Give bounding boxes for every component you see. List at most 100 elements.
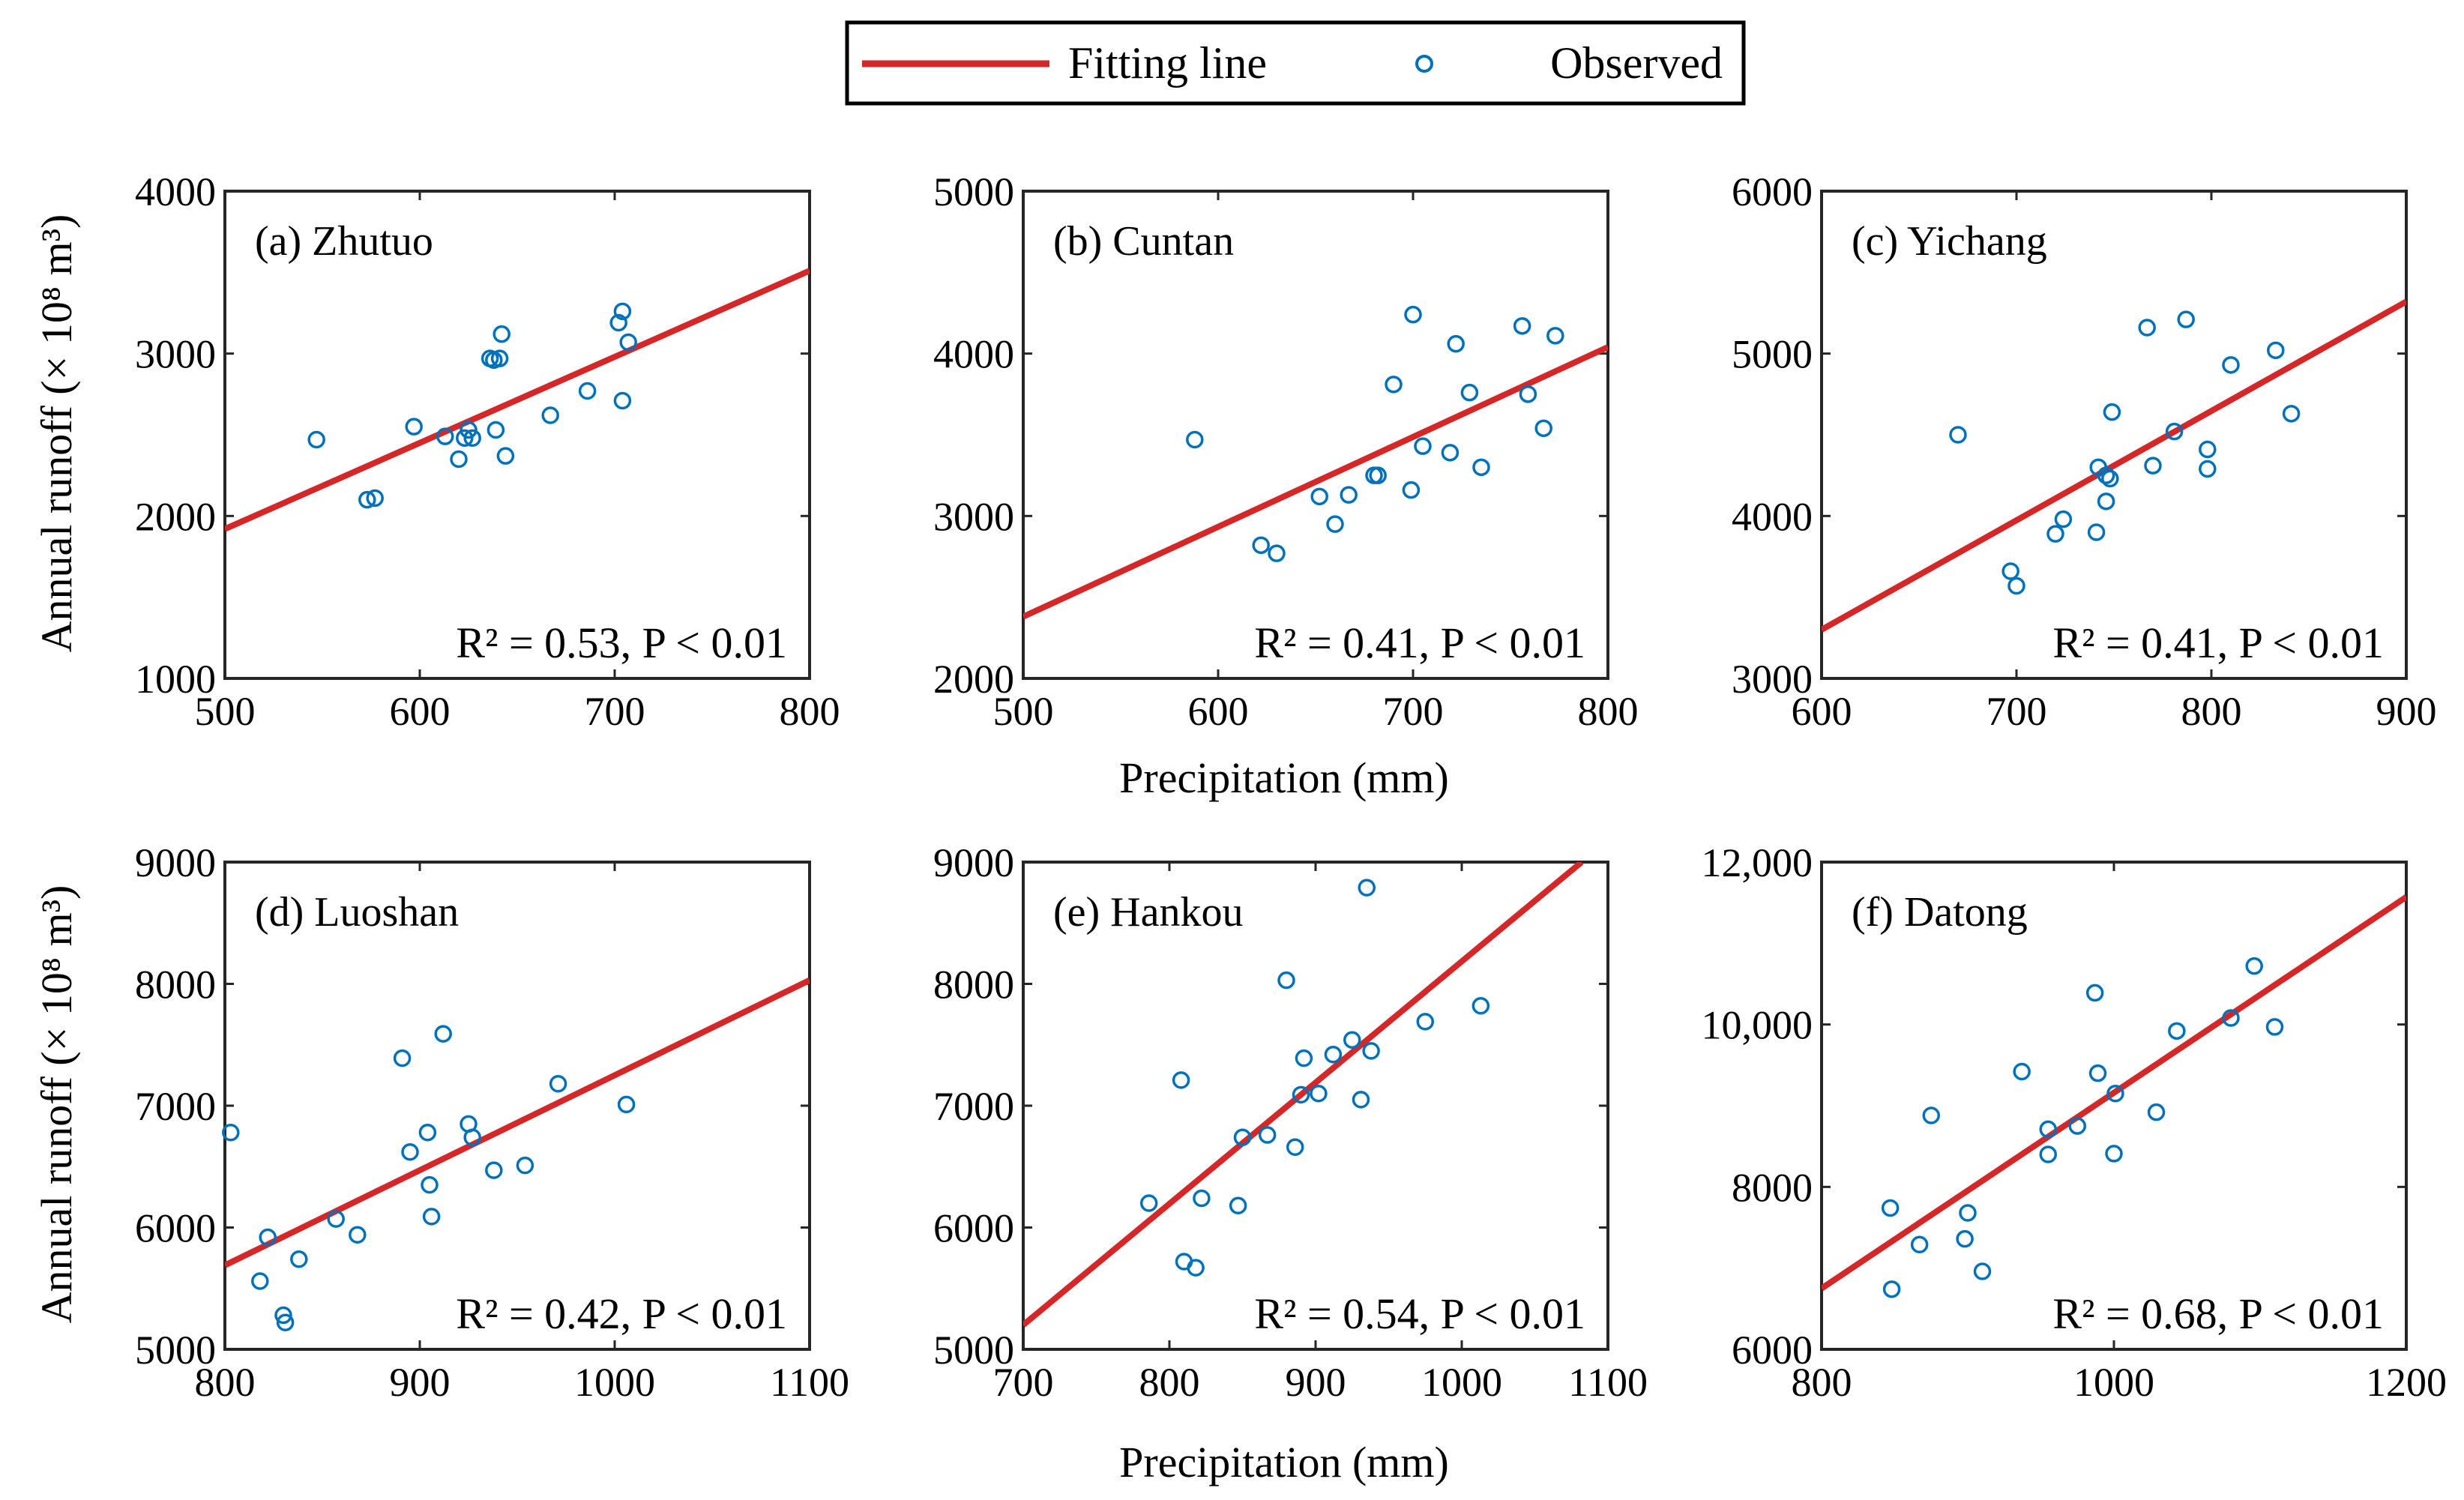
observed-point [1139,1194,1158,1212]
observed-point [1949,426,1967,444]
x-tick-label: 800 [1578,689,1639,734]
observed-point [1414,437,1432,455]
x-tick-label: 700 [1383,689,1444,734]
observed-point [2088,1064,2107,1082]
observed-point [450,450,468,469]
observed-point [2144,457,2162,475]
x-tick-label: 500 [993,689,1054,734]
y-tick-label: 8000 [1732,1165,1813,1210]
y-tick-label: 1000 [135,657,216,702]
observed-point [2087,523,2106,541]
observed-point [2245,957,2263,975]
observed-point [493,325,510,343]
observed-point [307,430,325,449]
panel-title: (c) Yichang [1852,218,2047,265]
observed-point [1369,466,1387,484]
observed-point [1186,430,1204,449]
fitting-line [225,268,810,532]
x-tick-label: 1100 [1568,1360,1648,1405]
observed-point [1193,1189,1211,1208]
panel-0: 500 600 700 800 1000 2000 3000 4000 (a) Zhutuo R²… [135,169,840,734]
observed-point [1362,1042,1380,1060]
y-tick-label: 3000 [135,332,216,377]
observed-point [2097,466,2115,484]
plot-frame [223,190,811,680]
observed-point [1277,971,1295,990]
x-tick-label: 800 [1139,1360,1200,1405]
observed-point [1956,1229,1974,1248]
observed-point [1343,1031,1361,1049]
observed-point [2199,440,2217,459]
observed-point [405,418,423,436]
observed-point [2039,1120,2057,1139]
observed-point [1460,383,1479,402]
observed-point [485,1161,503,1179]
observed-point [2097,493,2115,510]
observed-point [1326,515,1344,533]
observed-point [274,1306,292,1325]
x-tick-label: 500 [195,689,256,734]
observed-point [1324,1046,1343,1064]
observed-point [460,421,478,439]
observed-point [422,1208,441,1226]
y-tick-label: 8000 [933,963,1014,1007]
legend-fit-label: Fitting line [1068,38,1267,88]
observed-point [456,429,474,448]
observed-point [463,1128,481,1146]
y-tick-label: 7000 [933,1084,1014,1129]
observed-point [1910,1235,1929,1253]
x-tick-label: 700 [585,689,645,734]
panel-1: 500 600 700 800 2000 3000 4000 5000 (b) Cuntan R²… [933,169,1639,734]
x-tick-label: 800 [195,1360,256,1405]
observed-point [276,1313,295,1331]
panel-title: (a) Zhutuo [255,218,433,265]
observed-point [366,489,384,507]
observed-point [2265,1018,2284,1036]
legend-obs-marker [1415,55,1433,73]
observed-point [2222,356,2240,374]
y-tick-label: 2000 [135,494,216,539]
observed-point [1310,487,1328,506]
observed-point [1534,419,1552,438]
fit-statistics: R² = 0.41, P < 0.01 [2052,618,2384,667]
observed-point [418,1124,437,1142]
observed-point [2222,1009,2240,1027]
observed-point [421,1175,439,1194]
x-tick-label: 800 [780,689,840,734]
observed-point [1340,486,1358,504]
fit-statistics: R² = 0.42, P < 0.01 [456,1289,787,1338]
fit-statistics: R² = 0.54, P < 0.01 [1254,1289,1585,1338]
observed-point [2007,576,2025,595]
panel-title: (d) Luoshan [255,889,459,936]
y-tick-label: 5000 [1732,332,1813,377]
plot-frame [1820,190,2408,680]
plot-frame [1022,190,1609,680]
observed-point [1404,305,1422,324]
panel-title: (e) Hankou [1053,889,1243,936]
x-tick-label: 1000 [2073,1360,2154,1405]
observed-point [1352,1091,1370,1109]
x-tick-label: 600 [390,689,451,734]
observed-point [2068,1117,2086,1135]
observed-point [436,427,454,445]
observed-point [1519,385,1537,403]
x-tick-label: 800 [2181,689,2242,734]
observed-point [401,1143,419,1161]
y-tick-label: 8000 [135,963,216,1007]
x-axis-label-top-row: Precipitation (mm) [1119,753,1449,802]
x-tick-label: 1000 [574,1360,655,1405]
observed-point [2101,469,2119,488]
panel-5: 800 1000 1200 6000 8000 10,000 12,000 (f) Daton… [1702,840,2448,1405]
observed-point [1385,376,1403,394]
fitting-line [1023,862,1584,1328]
observed-point [2168,1022,2186,1040]
observed-point [1258,1126,1277,1144]
observed-point [1172,1071,1190,1089]
observed-point [434,1025,452,1043]
observed-point [1882,1280,1901,1298]
observed-point [1286,1138,1304,1156]
observed-point [578,382,597,400]
observed-point [1416,1013,1434,1031]
observed-point [1546,327,1564,345]
observed-point [1441,444,1460,462]
